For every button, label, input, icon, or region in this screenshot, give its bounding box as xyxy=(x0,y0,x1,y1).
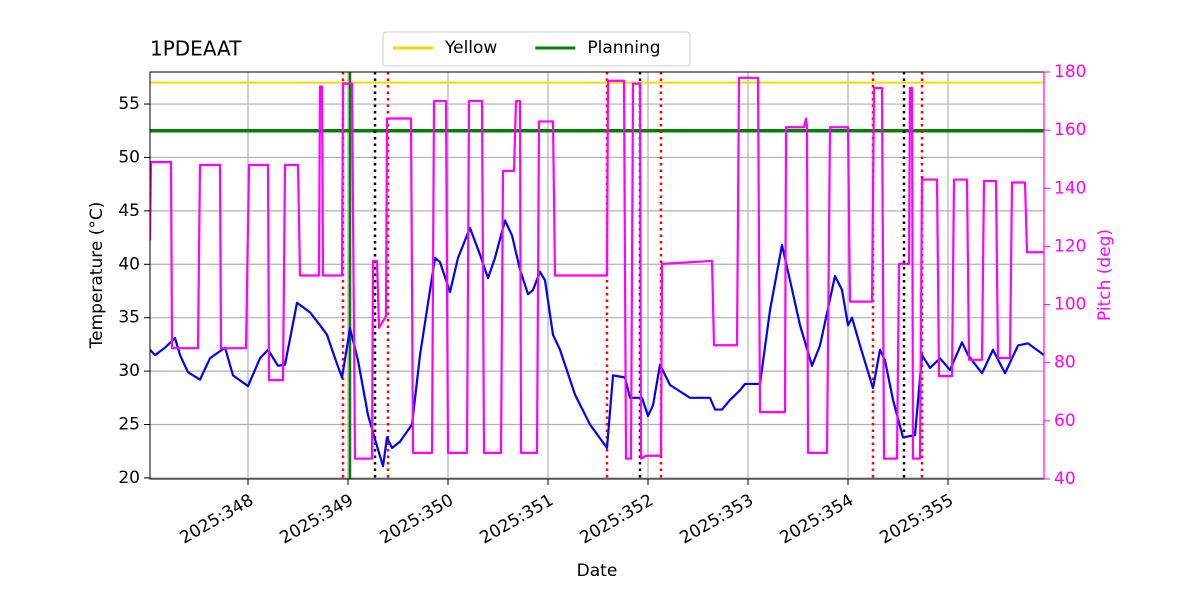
plot-area xyxy=(150,72,1044,479)
x-tick-label: 2025:349 xyxy=(276,490,357,548)
legend-label: Yellow xyxy=(444,38,497,58)
x-tick-label: 2025:353 xyxy=(676,490,757,548)
y2-tick-label: 180 xyxy=(1054,62,1086,82)
data-line xyxy=(150,219,1044,468)
x-axis-label: Date xyxy=(577,561,618,581)
y-tick-label: 25 xyxy=(118,415,140,435)
y2-tick-label: 60 xyxy=(1054,411,1076,431)
x-tick-label: 2025:352 xyxy=(576,490,657,548)
legend-label: Planning xyxy=(587,38,660,58)
y2-axis-label: Pitch (deg) xyxy=(1095,229,1115,321)
x-tick-label: 2025:350 xyxy=(376,490,457,548)
x-tick-label: 2025:351 xyxy=(476,490,557,548)
y2-tick-label: 80 xyxy=(1054,353,1076,373)
y-tick-label: 55 xyxy=(118,94,140,114)
y-tick-label: 35 xyxy=(118,308,140,328)
axes: 2025:348 2025:349 2025:350 2025:351 2025:352… xyxy=(118,62,1086,548)
chart-title: 1PDEAAT xyxy=(150,37,242,61)
grid xyxy=(150,72,1044,479)
y2-tick-label: 120 xyxy=(1054,236,1086,256)
x-tick-label: 2025:348 xyxy=(176,490,257,548)
y2-tick-label: 140 xyxy=(1054,178,1086,198)
x-tick-label: 2025:355 xyxy=(876,490,957,548)
y-tick-label: 40 xyxy=(118,254,140,274)
y2-tick-label: 40 xyxy=(1054,469,1076,489)
data-line xyxy=(150,76,1044,460)
y2-tick-label: 100 xyxy=(1054,295,1086,315)
x-tick-label: 2025:354 xyxy=(776,490,857,548)
y-tick-label: 45 xyxy=(118,201,140,221)
y-axis-label: Temperature (°C) xyxy=(87,202,107,350)
y-tick-label: 50 xyxy=(118,147,140,167)
y2-tick-label: 160 xyxy=(1054,120,1086,140)
y-tick-label: 30 xyxy=(118,361,140,381)
y-tick-label: 20 xyxy=(118,468,140,488)
legend: Yellow Planning xyxy=(382,31,691,67)
